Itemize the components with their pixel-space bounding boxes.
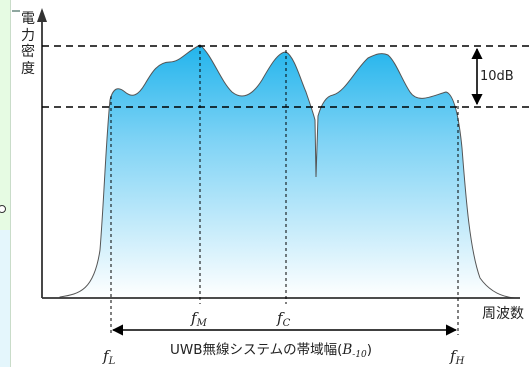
bandwidth-subscript: -10	[352, 350, 367, 360]
db-range-label: 10dB	[480, 69, 514, 84]
y-axis-label-char: 力	[21, 27, 35, 44]
side-panel-strip-lower	[0, 230, 10, 367]
y-axis-label-char: 度	[21, 60, 35, 77]
panel-handle-icon[interactable]	[0, 205, 6, 213]
fC-sub: C	[283, 318, 291, 329]
fL-base: f	[102, 347, 111, 365]
fM-label: fM	[190, 309, 208, 329]
fM-sub: M	[196, 318, 208, 329]
y-axis-arrow-icon	[37, 8, 47, 22]
fL-sub: L	[108, 356, 116, 367]
panel-corner-mark	[12, 10, 20, 12]
y-axis-label: 電 力 密 度	[19, 11, 37, 77]
bandwidth-close-paren: )	[367, 342, 372, 358]
fC-label: fC	[276, 309, 291, 329]
fC-base: f	[276, 309, 285, 327]
y-axis-label-char: 電	[21, 11, 35, 27]
side-panel-strip	[0, 0, 10, 367]
side-panel-border	[10, 0, 11, 367]
fH-sub: H	[455, 356, 465, 367]
fM-base: f	[190, 309, 199, 327]
spectrum-area	[59, 44, 516, 299]
bandwidth-label-text: UWB無線システムの帯域幅(	[170, 342, 342, 358]
fH-label: fH	[449, 347, 465, 367]
bandwidth-label: UWB無線システムの帯域幅(B-10)	[170, 342, 372, 360]
bandwidth-label-bg	[168, 338, 400, 358]
fL-label: fL	[102, 347, 116, 367]
fH-base: f	[449, 347, 458, 365]
y-axis-label-char: 密	[21, 44, 35, 60]
bandwidth-symbol: B	[341, 342, 352, 358]
x-axis-label: 周波数	[482, 306, 524, 322]
